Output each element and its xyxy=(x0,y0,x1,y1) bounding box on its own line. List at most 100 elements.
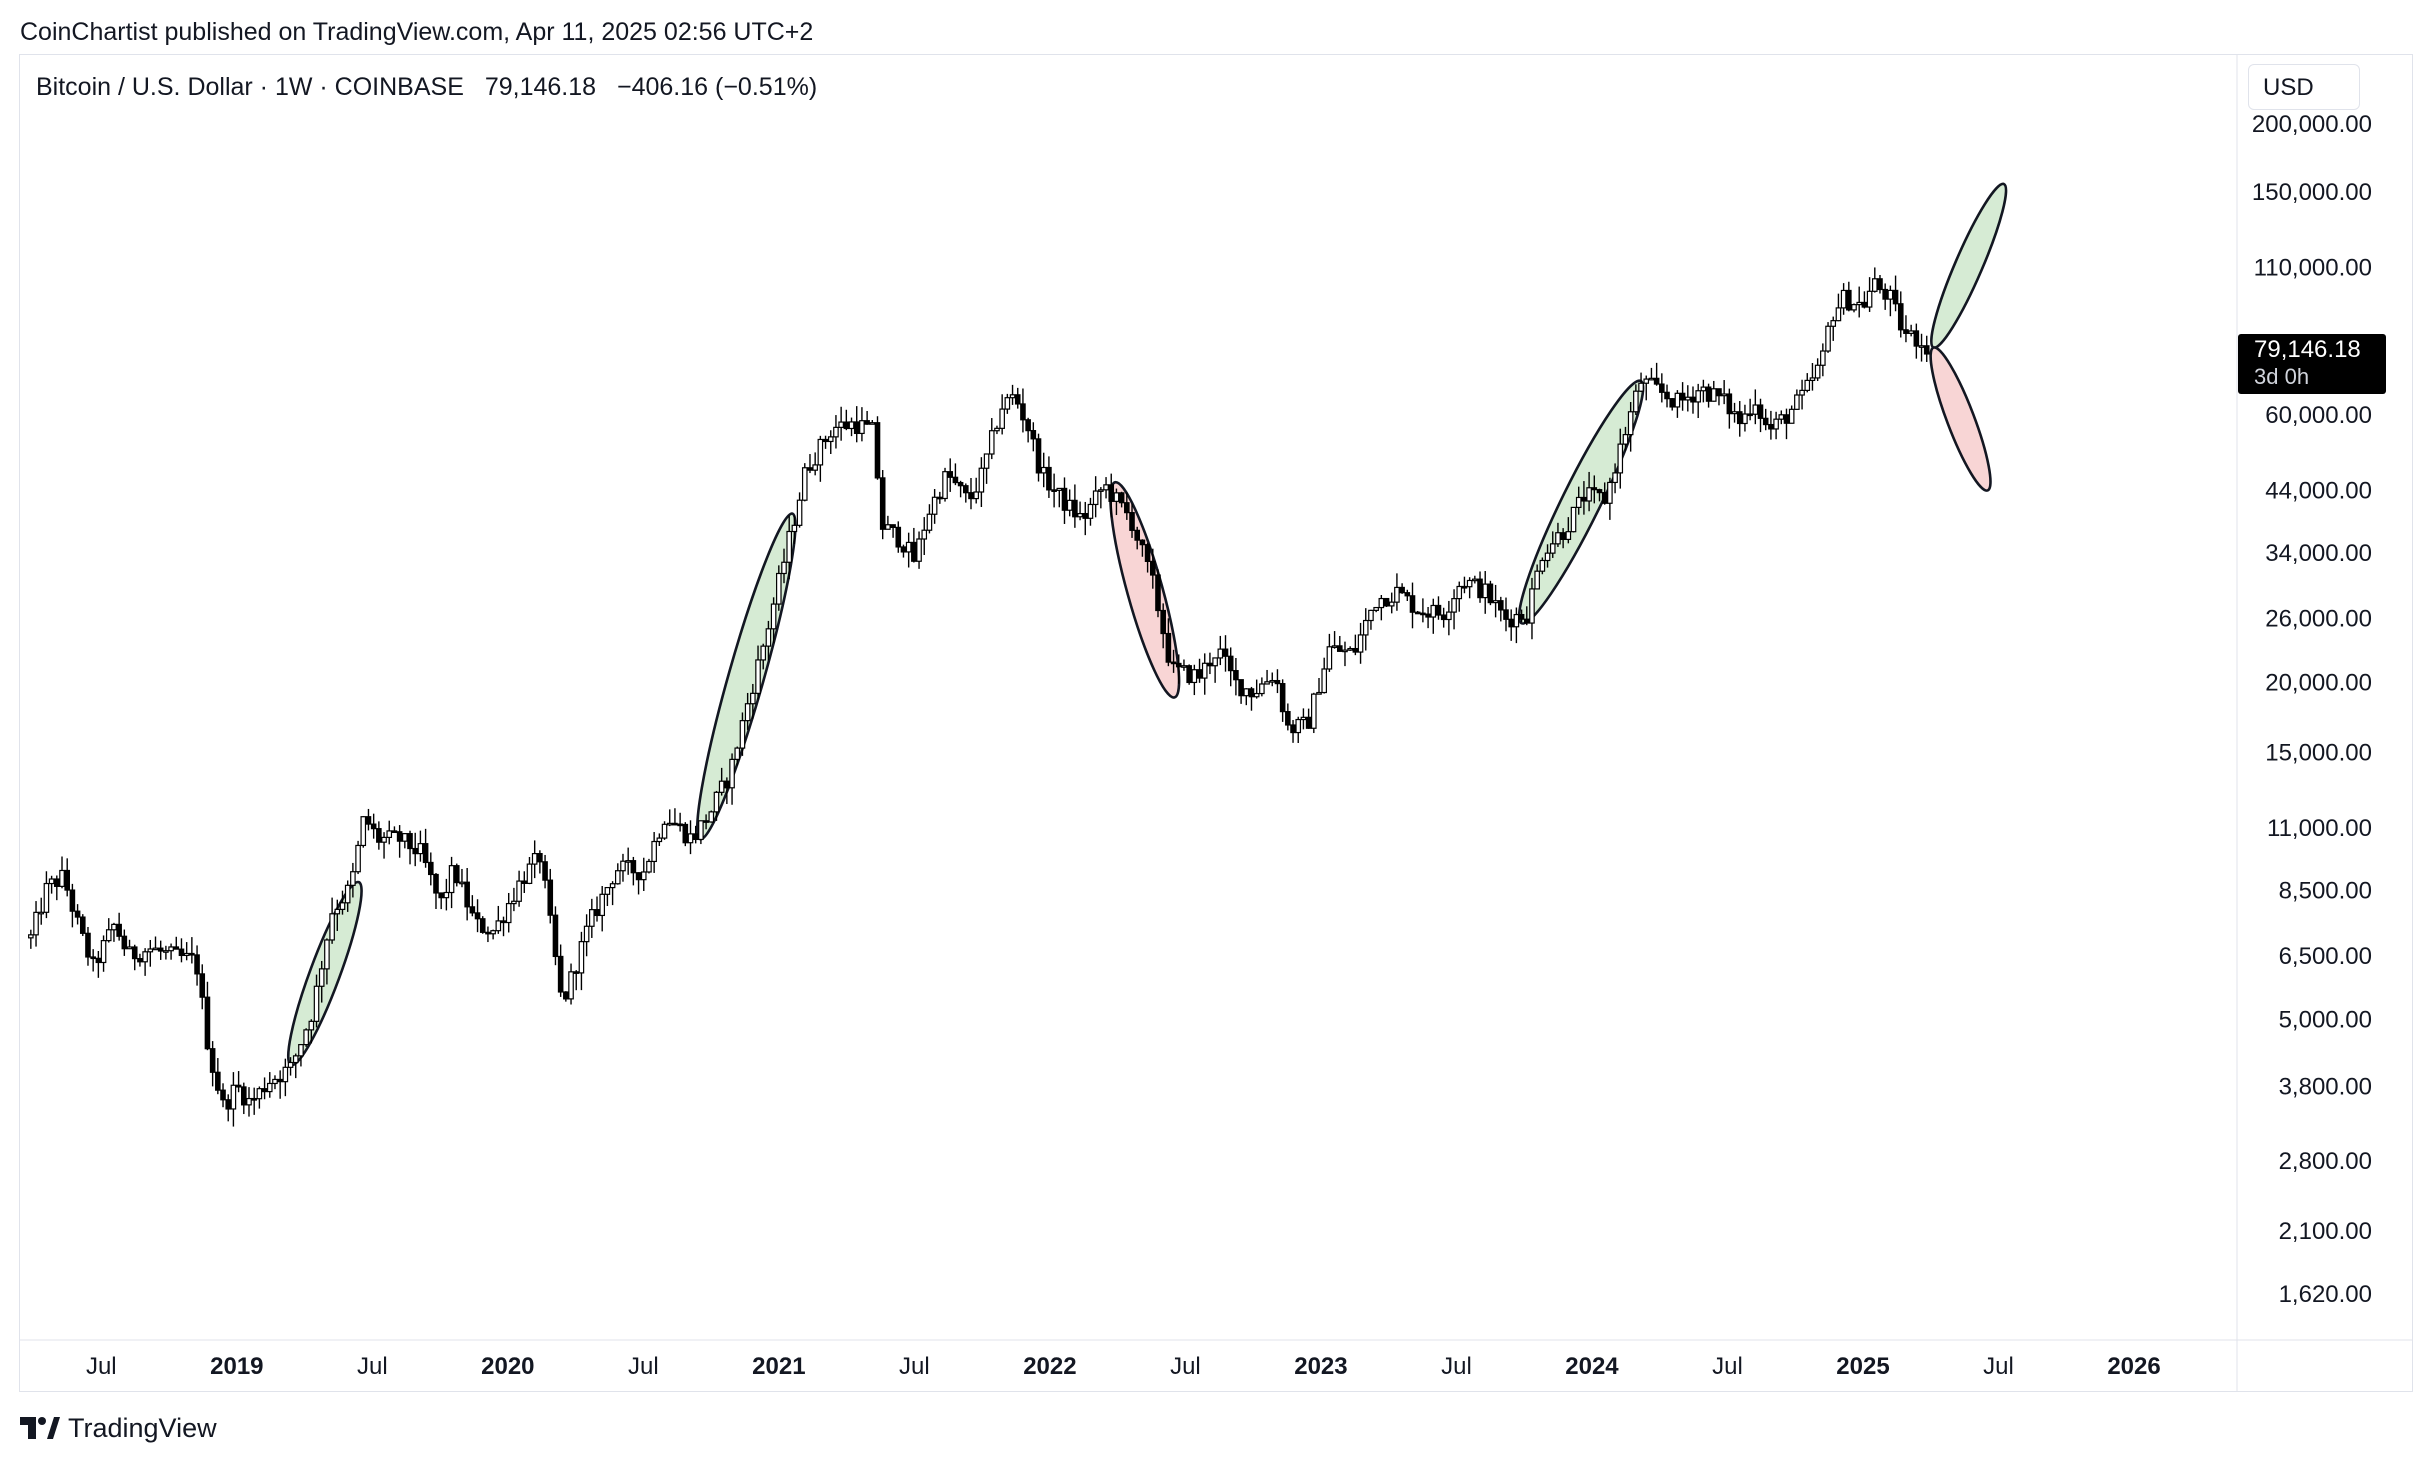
candle xyxy=(318,960,325,1003)
candle xyxy=(1399,583,1405,594)
candle xyxy=(1009,384,1016,405)
price-axis[interactable]: 200,000.00 150,000.00 110,000.00 60,000.00 4… xyxy=(2252,111,2372,1308)
candle xyxy=(911,527,917,563)
time-tick-label: Jul xyxy=(1983,1353,2014,1380)
candle xyxy=(739,712,746,756)
candle xyxy=(1835,293,1842,322)
candle xyxy=(433,873,439,909)
candle xyxy=(111,922,117,942)
candle xyxy=(1305,708,1312,729)
candle xyxy=(417,830,424,862)
candle xyxy=(1373,606,1379,613)
candle xyxy=(370,813,377,839)
candle xyxy=(1243,688,1250,706)
candle xyxy=(1877,275,1883,294)
candle xyxy=(209,1041,216,1087)
candle xyxy=(1300,708,1307,730)
candle xyxy=(298,1044,304,1067)
price-tick-label: 3,800.00 xyxy=(2279,1074,2372,1101)
candle xyxy=(926,504,933,534)
candle xyxy=(199,964,206,1010)
candle xyxy=(38,897,45,925)
candle xyxy=(1544,544,1551,568)
candle xyxy=(1134,526,1141,550)
candle xyxy=(1643,375,1650,401)
candle xyxy=(677,812,683,832)
candle xyxy=(376,821,382,850)
bearish-projection-ellipse xyxy=(1929,346,1992,492)
candle xyxy=(1840,283,1847,315)
candle xyxy=(1092,476,1099,518)
candle xyxy=(272,1075,278,1090)
candle xyxy=(1762,408,1769,431)
candle xyxy=(1430,598,1437,634)
candle xyxy=(1477,571,1483,603)
candle xyxy=(1420,598,1426,623)
candle xyxy=(827,430,834,455)
candle xyxy=(1492,584,1499,618)
candle xyxy=(1207,652,1213,675)
candle xyxy=(599,886,606,932)
price-tick-label: 2,800.00 xyxy=(2279,1148,2372,1175)
candle xyxy=(1892,275,1899,312)
candle xyxy=(1627,402,1634,452)
candle xyxy=(474,899,481,933)
candle xyxy=(807,454,813,474)
candle xyxy=(1659,373,1665,403)
candle xyxy=(1664,384,1670,408)
candle xyxy=(1825,322,1831,353)
candle xyxy=(90,949,96,972)
candle xyxy=(256,1086,263,1109)
candle xyxy=(635,872,642,895)
candle xyxy=(69,883,76,928)
candle xyxy=(947,458,954,492)
candle xyxy=(1814,358,1821,382)
symbol-legend[interactable]: Bitcoin / U.S. Dollar · 1W · COINBASE 79… xyxy=(36,73,817,102)
currency-button[interactable]: USD xyxy=(2248,64,2360,110)
candle xyxy=(1549,531,1556,558)
candle xyxy=(324,938,330,985)
candle xyxy=(817,435,824,482)
candle xyxy=(557,944,564,997)
candle xyxy=(1710,380,1717,402)
candle xyxy=(241,1082,247,1115)
candle xyxy=(1669,398,1676,411)
candle xyxy=(1830,316,1837,341)
candle xyxy=(152,936,159,951)
candle xyxy=(235,1071,242,1093)
candle xyxy=(781,548,787,584)
candle xyxy=(74,904,81,925)
candle xyxy=(1051,473,1057,508)
candle xyxy=(1591,475,1598,504)
bar-countdown: 3d 0h xyxy=(2254,364,2310,389)
candle xyxy=(791,515,798,544)
candle xyxy=(1534,564,1540,590)
candle xyxy=(1264,669,1270,685)
candle xyxy=(1923,335,1930,362)
candle xyxy=(1908,324,1914,337)
price-tick-label: 2,100.00 xyxy=(2279,1218,2372,1245)
candle xyxy=(656,833,663,847)
candle xyxy=(1747,398,1753,421)
candle xyxy=(178,938,185,963)
candle xyxy=(422,828,429,868)
candle xyxy=(1191,664,1198,696)
candle xyxy=(1508,609,1514,641)
candle xyxy=(625,847,631,875)
candle xyxy=(495,905,502,934)
candle xyxy=(879,470,886,540)
time-tick-label: Jul xyxy=(86,1353,117,1380)
candle xyxy=(604,886,611,907)
candle xyxy=(287,1057,294,1076)
candle xyxy=(85,926,91,966)
tradingview-logo[interactable]: TradingView xyxy=(20,1410,217,1446)
candle xyxy=(131,944,138,971)
time-axis[interactable]: Jul 2019 Jul 2020 Jul 2021 Jul 2022 Jul 2023 Jul 20… xyxy=(86,1353,2161,1380)
candle xyxy=(1716,388,1722,406)
candle xyxy=(1586,471,1592,512)
candle xyxy=(1903,315,1909,343)
publisher-caption: CoinChartist published on TradingView.co… xyxy=(20,18,814,46)
candle xyxy=(994,425,1000,435)
candle xyxy=(1311,692,1317,734)
